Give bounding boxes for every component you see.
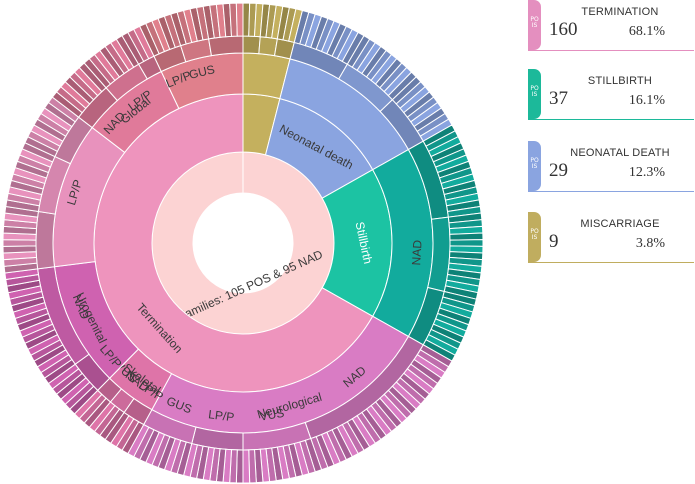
classification-label: VUS — [259, 406, 286, 424]
legend-percent: 3.8% — [635, 236, 665, 251]
legend-count: 160 — [549, 19, 578, 40]
classification-slice — [242, 35, 261, 55]
family-slice — [235, 2, 244, 37]
legend-count: 37 — [549, 88, 568, 109]
family-slice — [2, 239, 37, 247]
family-slice — [449, 239, 484, 247]
legend-title: NEONATAL DEATH — [570, 147, 670, 159]
legend-tab-text: PO IS — [530, 85, 539, 98]
family-slice — [449, 232, 484, 241]
legend-tab-neonatal-death: PO IS — [528, 141, 541, 191]
legend-tab-text: PO IS — [530, 228, 539, 241]
family-slice — [2, 245, 37, 254]
legend-percent: 12.3% — [628, 165, 665, 180]
legend-count: 9 — [549, 231, 559, 252]
legend-tab-termination: PO IS — [528, 0, 541, 50]
legend-card-neonatal-death: PO IS NEONATAL DEATH 29 12.3% — [528, 141, 694, 192]
classification-label: LP/P — [207, 407, 235, 424]
family-slice — [242, 449, 251, 484]
legend-tab-stillbirth: PO IS — [528, 69, 541, 119]
legend-title: MISCARRIAGE — [580, 218, 660, 230]
legend-card-termination: PO IS TERMINATION 160 68.1% — [528, 0, 694, 51]
legend-title: TERMINATION — [581, 6, 659, 18]
classification-slice — [35, 210, 56, 270]
legend-card-miscarriage: PO IS MISCARRIAGE 9 3.8% — [528, 212, 694, 263]
legend-tab-text: PO IS — [530, 16, 539, 29]
legend-title: STILLBIRTH — [587, 75, 653, 87]
legend-card-stillbirth: PO IS STILLBIRTH 37 16.1% — [528, 69, 694, 120]
legend-percent: 68.1% — [628, 24, 665, 39]
center-ring — [151, 151, 335, 335]
legend-count: 29 — [549, 160, 568, 181]
legend-tab-text: PO IS — [530, 157, 539, 170]
legend-tab-miscarriage: PO IS — [528, 212, 541, 262]
classification-slice — [208, 35, 244, 57]
classification-label: GUS — [188, 62, 217, 82]
legend-percent: 16.1% — [628, 93, 665, 108]
classification-label: NAD — [409, 239, 424, 265]
